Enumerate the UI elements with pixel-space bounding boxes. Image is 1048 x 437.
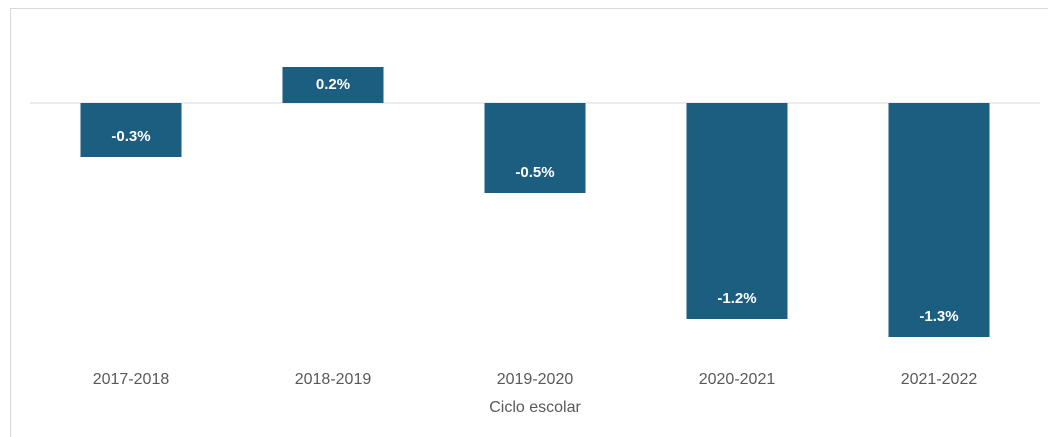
value-label: -1.2% [717, 290, 756, 307]
x-tick-label: 2020-2021 [699, 371, 776, 388]
bar [80, 103, 182, 157]
x-tick-label: 2019-2020 [497, 371, 574, 388]
bar [282, 67, 384, 103]
value-label: -0.5% [515, 164, 554, 181]
bar [686, 103, 788, 319]
x-tick-label: 2017-2018 [93, 371, 170, 388]
frame [10, 8, 1048, 437]
bar [888, 103, 990, 337]
x-tick-label: 2018-2019 [295, 371, 372, 388]
value-label: -1.3% [919, 308, 958, 325]
x-tick-label: 2021-2022 [901, 371, 978, 388]
x-axis-title: Ciclo escolar [489, 399, 581, 416]
value-label: -0.3% [111, 128, 150, 145]
bar [484, 103, 586, 193]
value-label: 0.2% [316, 76, 350, 93]
